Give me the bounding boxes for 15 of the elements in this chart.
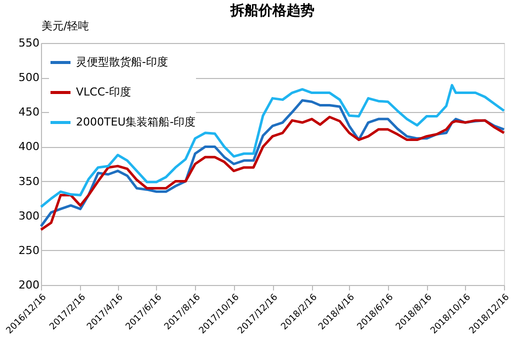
legend-label: 灵便型散货船-印度 — [76, 56, 168, 68]
y-tick-label: 350 — [18, 174, 40, 188]
y-tick-label: 550 — [18, 36, 40, 50]
legend-label: 2000TEU集装箱船-印度 — [76, 116, 196, 128]
y-tick-label: 200 — [18, 278, 40, 292]
legend-label: VLCC-印度 — [76, 86, 131, 98]
y-tick-label: 450 — [18, 106, 40, 119]
y-tick-label: 500 — [18, 71, 40, 84]
y-tick-label: 400 — [18, 140, 40, 154]
y-tick-label: 250 — [18, 244, 40, 257]
y-tick-label: 300 — [18, 209, 40, 222]
line-series — [40, 84, 506, 208]
y-axis-title: 美元/轻吨 — [42, 20, 90, 32]
chart-title: 拆船价格趋势 — [230, 3, 314, 19]
line-series — [40, 116, 506, 231]
